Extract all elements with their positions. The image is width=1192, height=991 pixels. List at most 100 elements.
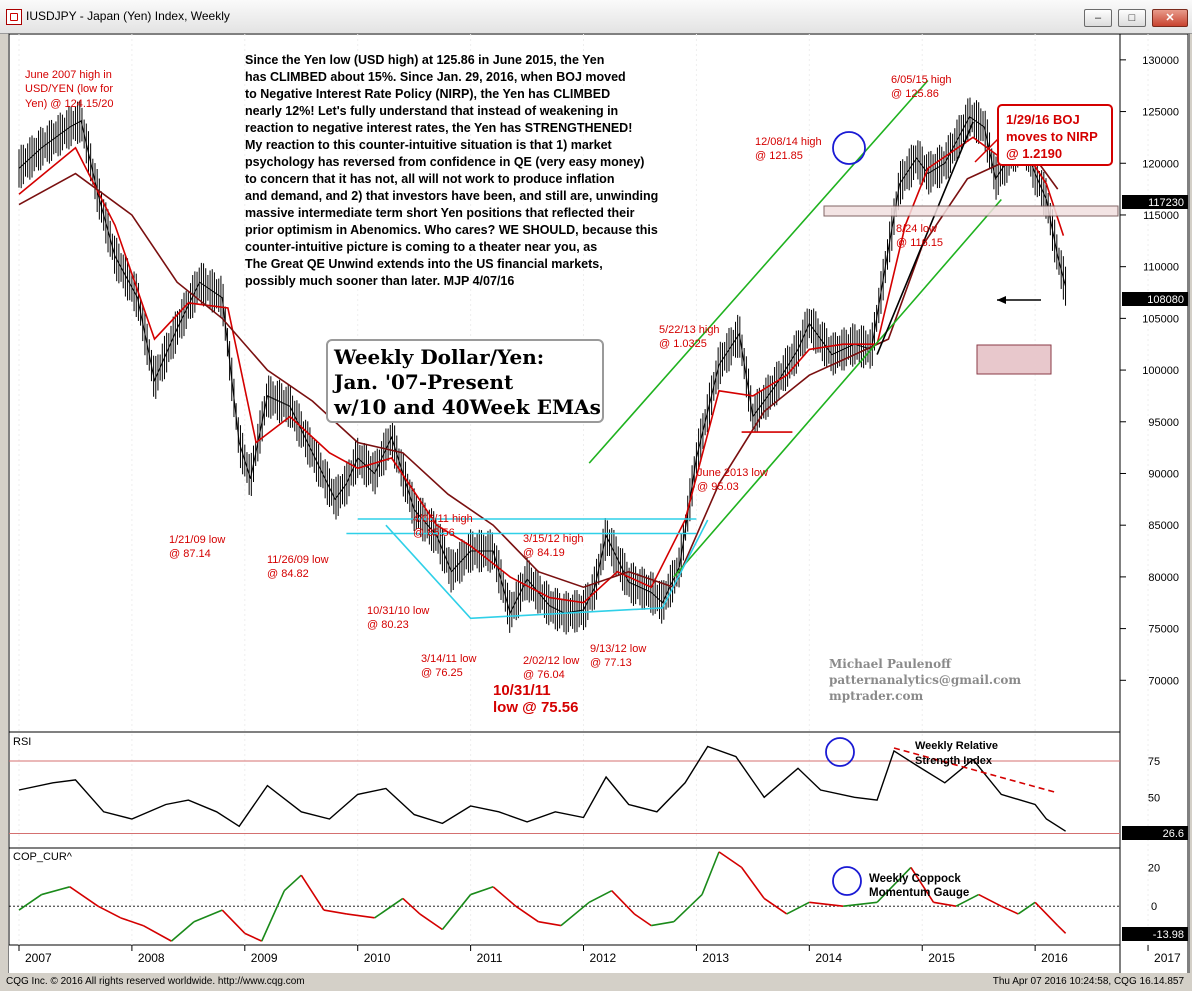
maximize-button[interactable]: □	[1118, 9, 1146, 27]
price-tick-label: 95000	[1148, 417, 1179, 429]
commentary-line: to Negative Interest Rate Policy (NIRP),…	[245, 87, 610, 101]
annot-june2007: USD/YEN (low for	[25, 83, 113, 95]
coppock-segment	[786, 901, 810, 915]
annot-low: @ 95.03	[697, 481, 739, 493]
copyright-text: CQG Inc. © 2016 All rights reserved worl…	[6, 976, 305, 987]
commentary-line: reaction to negative interest rates, the…	[245, 121, 632, 135]
trend-line	[588, 79, 929, 464]
chart-area[interactable]: 70000 75000 80000 85000 90000 95000 100000 1050…	[8, 33, 1190, 975]
coppock-segment	[170, 921, 195, 942]
price-tick-label: 115000	[1143, 210, 1179, 222]
annot-big-low: 10/31/11 low @ 75.56	[493, 682, 579, 716]
author-line: patternanalytics@gmail.com	[829, 673, 1021, 687]
chart-svg: 70000 75000 80000 85000 90000 95000 100000 1050…	[8, 33, 1189, 975]
price-tick-label: 110000	[1143, 262, 1179, 274]
annot-big-low-line: 10/31/11	[493, 682, 551, 699]
coppock-segment	[1034, 901, 1059, 927]
coppock-segment	[611, 890, 635, 915]
chart-title: Weekly Dollar/Yen: Jan. '07-Present w/10…	[332, 345, 601, 419]
coppock-panel	[8, 847, 1121, 946]
coppock-segment	[441, 894, 472, 930]
coppock-segment	[300, 874, 325, 911]
coppock-segment	[673, 893, 703, 923]
annot-high: @ 125.86	[891, 88, 939, 100]
annot-low: 1/21/09 low	[169, 534, 225, 546]
cqg-app-icon	[6, 9, 22, 25]
coppock-segment	[1057, 925, 1067, 934]
commentary-line: to concern that it has not, all will not…	[245, 172, 614, 186]
commentary-line: My reaction to this counter-intuitive si…	[245, 138, 613, 152]
title-bar: IUSDJPY - Japan (Yen) Index, Weekly – □ …	[0, 0, 1192, 34]
annot-high: @ 85.56	[413, 527, 455, 539]
rsi-last-label: 26.6	[1163, 828, 1184, 840]
rsi-annot-line: Weekly Relative	[915, 740, 998, 752]
rsi-trendline	[893, 747, 1058, 794]
price-tick-label: 70000	[1148, 675, 1179, 687]
coppock-segment	[492, 886, 517, 907]
coppock-highlight-circle	[832, 866, 862, 896]
price-axis	[1119, 33, 1189, 975]
coppock-segment	[876, 878, 901, 903]
annot-low: 11/26/09 low	[267, 554, 329, 566]
price-annotations: June 2007 high in USD/YEN (low for Yen) …	[25, 69, 952, 681]
commentary-line: prior optimism in Abenomics. Who cares? …	[245, 223, 658, 237]
coppock-segment	[402, 897, 421, 915]
title-line: Weekly Dollar/Yen:	[333, 345, 544, 369]
annot-low: @ 76.04	[523, 669, 565, 681]
coppock-segment	[701, 851, 720, 895]
timestamp-text: Thu Apr 07 2016 10:24:58, CQG 16.14.857	[992, 976, 1184, 987]
date-tick-label: 2016	[1041, 951, 1068, 965]
annot-low: @ 80.23	[367, 619, 409, 631]
price-tick-label: 75000	[1148, 624, 1179, 636]
highlight-circle	[832, 131, 866, 165]
price-tick-label: 90000	[1148, 468, 1179, 480]
date-tick-label: 2009	[251, 951, 278, 965]
coppock-segment	[41, 886, 71, 896]
boj-line: 1/29/16 BOJ	[1006, 112, 1080, 127]
window-title: IUSDJPY - Japan (Yen) Index, Weekly	[26, 9, 230, 23]
price-tick-label: 130000	[1142, 55, 1179, 67]
rsi-annotation: Weekly Relative Strength Index	[915, 740, 998, 767]
annot-june2007: Yen) @ 124.15/20	[25, 98, 113, 110]
title-line: Jan. '07-Present	[332, 370, 514, 394]
boj-line: moves to NIRP	[1006, 129, 1098, 144]
annot-high: 5/22/13 high	[659, 324, 720, 336]
boj-box	[997, 104, 1113, 166]
commentary-line: and demand, and 2) that investors have b…	[245, 189, 658, 203]
coppock-segment	[323, 909, 347, 915]
date-tick-label: 2017	[1154, 951, 1181, 965]
author-info: Michael Paulenoff patternanalytics@gmail…	[829, 657, 1021, 703]
price-tick-label: 85000	[1148, 520, 1179, 532]
coppock-segment	[588, 889, 613, 904]
commentary-line: nearly 12%! Let's fully understand that …	[245, 104, 618, 118]
title-line: w/10 and 40Week EMAs	[333, 395, 601, 419]
coppock-title: COP_CUR^	[13, 851, 73, 863]
commentary-line: counter-intuitive picture is coming to a…	[245, 240, 597, 254]
coppock-segment	[142, 924, 172, 942]
title-box	[326, 339, 604, 423]
commentary-text: Since the Yen low (USD high) at 125.86 i…	[245, 53, 658, 288]
rsi-title: RSI	[13, 736, 31, 748]
coppock-segment	[97, 905, 121, 919]
rsi-tick-label: 75	[1148, 756, 1160, 768]
coppock-segment	[346, 913, 375, 919]
commentary-line: possibly much sooner than later. MJP 4/0…	[245, 274, 514, 288]
marker-flag	[1122, 195, 1188, 209]
close-button[interactable]: ✕	[1152, 9, 1188, 27]
rsi-highlight-circle	[825, 737, 855, 767]
boj-pointer	[974, 138, 999, 163]
minimize-button[interactable]: –	[1084, 9, 1112, 27]
coppock-segment	[470, 886, 494, 896]
coppock-last-label: -13.98	[1153, 929, 1184, 941]
coppock-tick-label: 20	[1148, 862, 1160, 874]
annot-low: 9/13/12 low	[590, 643, 646, 655]
coppock-segment	[1000, 905, 1019, 915]
coppock-segment	[120, 917, 144, 927]
annot-high: @ 121.85	[755, 150, 803, 162]
date-tick-label: 2014	[815, 951, 842, 965]
coppock-segment	[283, 874, 302, 892]
price-tick-label: 120000	[1142, 158, 1179, 170]
author-line: mptrader.com	[829, 689, 923, 703]
support-zone	[823, 205, 1119, 217]
coppock-segment	[538, 920, 562, 927]
